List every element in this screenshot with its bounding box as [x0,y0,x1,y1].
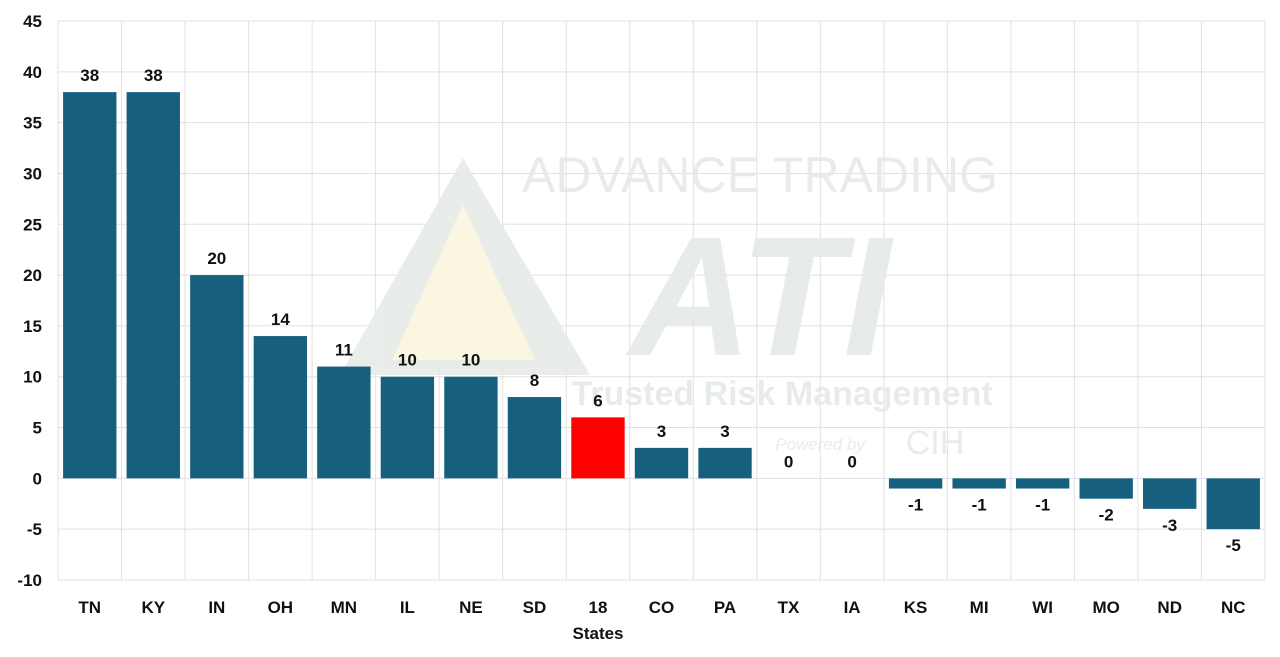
x-tick-label: MI [970,598,989,617]
y-tick-label: 25 [23,215,42,234]
x-tick-label: SD [523,598,547,617]
watermark-logo-text: ATI [625,202,894,392]
bar-18 [571,417,625,479]
x-tick-label: CO [649,598,675,617]
watermark-triangle-inner-icon [392,205,535,360]
y-tick-label: 10 [23,368,42,387]
bar-tn [63,92,117,479]
data-label: 14 [271,310,290,329]
x-tick-label: TX [778,598,800,617]
data-label: 0 [784,452,793,471]
bar-mo [1079,478,1133,499]
watermark-line2: Trusted Risk Management [571,375,992,413]
data-label: 0 [847,452,856,471]
bar-wi [1015,478,1070,489]
watermark-logo: ADVANCE TRADING ATI Trusted Risk Managem… [340,147,998,462]
x-tick-label: IL [400,598,415,617]
gridlines [57,20,1266,581]
bar-pa [698,447,752,479]
data-label: -2 [1099,506,1114,525]
data-label: 3 [720,422,729,441]
data-labels: 38 38 20 14 11 10 10 8 6 3 3 0 0 -1 -1 -1 -2 -3 -5 [80,66,1240,555]
y-axis-ticks: -10 -5 0 5 10 15 20 25 30 35 40 45 [17,12,42,590]
y-tick-label: -5 [27,520,42,539]
data-label: 3 [657,422,666,441]
bar-ks [888,478,943,489]
bar-mi [952,478,1006,489]
x-axis-title: States [572,624,623,643]
data-label: -1 [908,496,923,515]
x-tick-label: WI [1032,598,1053,617]
bar-nd [1143,478,1197,509]
data-label: 6 [593,391,602,410]
bar-il [380,376,435,479]
y-tick-label: -10 [17,571,42,590]
data-label: 38 [80,66,99,85]
y-tick-label: 5 [33,419,42,438]
data-label: 10 [461,351,480,370]
x-tick-label: IN [208,598,225,617]
x-axis-ticks: TN KY IN OH MN IL NE SD 18 CO PA TX IA KS MI WI MO ND NC [78,598,1245,617]
data-label: 20 [207,249,226,268]
x-tick-label: NC [1221,598,1246,617]
x-tick-label: MN [331,598,357,617]
y-tick-label: 30 [23,164,42,183]
bar-co [634,447,689,479]
x-tick-label: KS [904,598,928,617]
x-tick-label: MO [1092,598,1119,617]
y-tick-label: 20 [23,266,42,285]
watermark-line3: Powered by [775,435,866,454]
data-label: -1 [1035,496,1050,515]
x-tick-label: TN [78,598,101,617]
bars [63,92,1260,530]
data-label: -3 [1162,516,1177,535]
y-tick-label: 40 [23,63,42,82]
y-tick-label: 0 [33,469,42,488]
y-tick-label: 35 [23,114,42,133]
data-label: -1 [972,496,987,515]
bar-sd [507,397,562,479]
bar-mn [317,366,371,479]
watermark-line1: ADVANCE TRADING [522,147,998,203]
bar-nc [1206,478,1260,530]
x-tick-label: 18 [589,598,608,617]
data-label: -5 [1226,536,1241,555]
x-tick-label: ND [1157,598,1182,617]
x-tick-label: KY [141,598,165,617]
data-label: 8 [530,371,539,390]
data-label: 10 [398,351,417,370]
data-label: 11 [335,341,353,360]
y-tick-label: 45 [23,12,42,31]
x-tick-label: NE [459,598,483,617]
watermark-line4: CIH [906,424,965,462]
x-tick-label: IA [844,598,861,617]
bar-in [190,275,244,479]
y-tick-label: 15 [23,317,42,336]
bar-oh [253,336,308,479]
x-tick-label: OH [268,598,294,617]
bar-ne [444,376,498,479]
data-label: 38 [144,66,163,85]
x-tick-label: PA [714,598,736,617]
bar-ky [126,92,180,479]
